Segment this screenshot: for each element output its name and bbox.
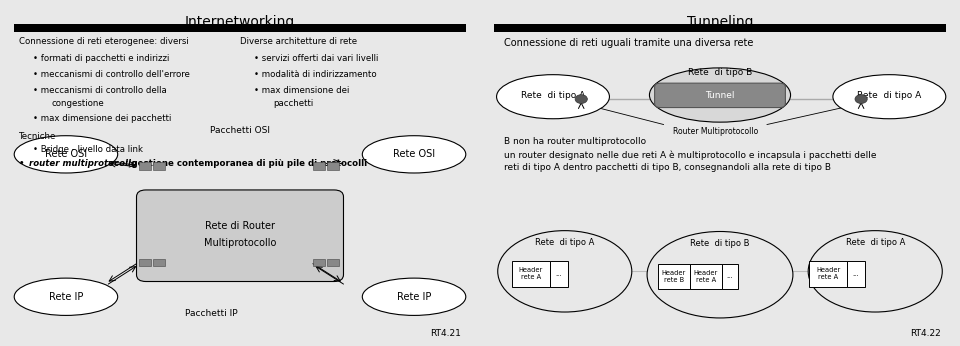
Ellipse shape	[14, 136, 118, 173]
Text: congestione: congestione	[52, 99, 105, 108]
Text: • meccanismi di controllo della: • meccanismi di controllo della	[33, 86, 167, 95]
Text: router multiprotocollo: router multiprotocollo	[29, 160, 137, 169]
Text: • max dimensione dei pacchetti: • max dimensione dei pacchetti	[33, 114, 172, 123]
Text: Rete  di tipo A: Rete di tipo A	[846, 238, 905, 247]
FancyBboxPatch shape	[809, 261, 847, 286]
Text: Rete OSI: Rete OSI	[393, 149, 435, 160]
Ellipse shape	[496, 75, 610, 119]
Text: • Bridge - livello data link: • Bridge - livello data link	[33, 145, 143, 154]
Text: Rete  di tipo B: Rete di tipo B	[688, 68, 752, 77]
Text: Rete  di tipo A: Rete di tipo A	[521, 91, 586, 100]
Text: Header
rete A: Header rete A	[816, 267, 840, 280]
FancyBboxPatch shape	[136, 190, 344, 282]
Text: Connessione di reti uguali tramite una diversa rete: Connessione di reti uguali tramite una d…	[504, 38, 753, 48]
Ellipse shape	[362, 278, 466, 316]
Bar	[327, 259, 339, 266]
Ellipse shape	[647, 231, 793, 318]
Text: Diverse architetture di rete: Diverse architetture di rete	[240, 37, 357, 46]
Text: • max dimensione dei: • max dimensione dei	[254, 86, 349, 95]
Text: Rete di Router: Rete di Router	[205, 220, 275, 230]
FancyBboxPatch shape	[847, 261, 865, 286]
FancyBboxPatch shape	[690, 264, 722, 289]
Ellipse shape	[362, 136, 466, 173]
Text: • meccanismi di controllo dell'errore: • meccanismi di controllo dell'errore	[33, 70, 190, 79]
Text: Multiprotocollo: Multiprotocollo	[204, 237, 276, 247]
FancyBboxPatch shape	[658, 264, 690, 289]
Text: Router Multiprotocollo: Router Multiprotocollo	[673, 127, 758, 136]
Bar	[494, 24, 946, 32]
Ellipse shape	[650, 68, 790, 122]
Ellipse shape	[833, 75, 946, 119]
Text: ...: ...	[556, 271, 562, 277]
Text: Header
rete A: Header rete A	[518, 267, 543, 280]
Ellipse shape	[497, 231, 632, 312]
Text: pacchetti: pacchetti	[273, 99, 313, 108]
Text: Tecniche: Tecniche	[19, 132, 57, 141]
Text: Header
rete A: Header rete A	[694, 270, 718, 283]
Bar	[327, 162, 339, 170]
Text: ...: ...	[727, 273, 733, 279]
FancyBboxPatch shape	[655, 83, 785, 108]
Bar	[139, 162, 151, 170]
Text: Rete OSI: Rete OSI	[45, 149, 87, 160]
Text: Rete IP: Rete IP	[396, 292, 431, 302]
Ellipse shape	[808, 231, 943, 312]
Bar	[313, 259, 325, 266]
Text: • servizi offerti dai vari livelli: • servizi offerti dai vari livelli	[254, 54, 378, 63]
Text: Tunneling: Tunneling	[686, 15, 754, 29]
Text: RT4.22: RT4.22	[910, 329, 941, 338]
Text: Rete  di tipo A: Rete di tipo A	[857, 91, 922, 100]
Bar	[153, 259, 165, 266]
Text: Rete  di tipo A: Rete di tipo A	[535, 238, 594, 247]
Text: B non ha router multiprotocollo
un router designato nelle due reti A è multiprot: B non ha router multiprotocollo un route…	[504, 137, 876, 172]
Text: ...: ...	[852, 271, 859, 277]
Text: Pacchetti OSI: Pacchetti OSI	[210, 126, 270, 135]
Circle shape	[575, 95, 588, 103]
Text: • formati di pacchetti e indirizzi: • formati di pacchetti e indirizzi	[33, 54, 169, 63]
Text: •: •	[19, 160, 28, 169]
Text: Tunnel: Tunnel	[706, 91, 734, 100]
Bar	[153, 162, 165, 170]
FancyBboxPatch shape	[512, 261, 550, 286]
Bar	[139, 259, 151, 266]
Text: • modalità di indirizzamento: • modalità di indirizzamento	[254, 70, 376, 79]
Circle shape	[855, 95, 867, 103]
Text: Connessione di reti eterogenee: diversi: Connessione di reti eterogenee: diversi	[19, 37, 189, 46]
FancyBboxPatch shape	[550, 261, 567, 286]
Text: Header
rete B: Header rete B	[661, 270, 686, 283]
Bar	[313, 162, 325, 170]
Text: Internetworking: Internetworking	[185, 15, 295, 29]
Text: RT4.21: RT4.21	[430, 329, 461, 338]
FancyBboxPatch shape	[722, 264, 738, 289]
Bar	[14, 24, 466, 32]
Text: Rete  di tipo B: Rete di tipo B	[690, 239, 750, 248]
Ellipse shape	[14, 278, 118, 316]
Text: : gestione contemporanea di più pile di protocolli: : gestione contemporanea di più pile di …	[125, 160, 367, 169]
Text: Pacchetti IP: Pacchetti IP	[185, 309, 238, 318]
Text: Rete IP: Rete IP	[49, 292, 84, 302]
